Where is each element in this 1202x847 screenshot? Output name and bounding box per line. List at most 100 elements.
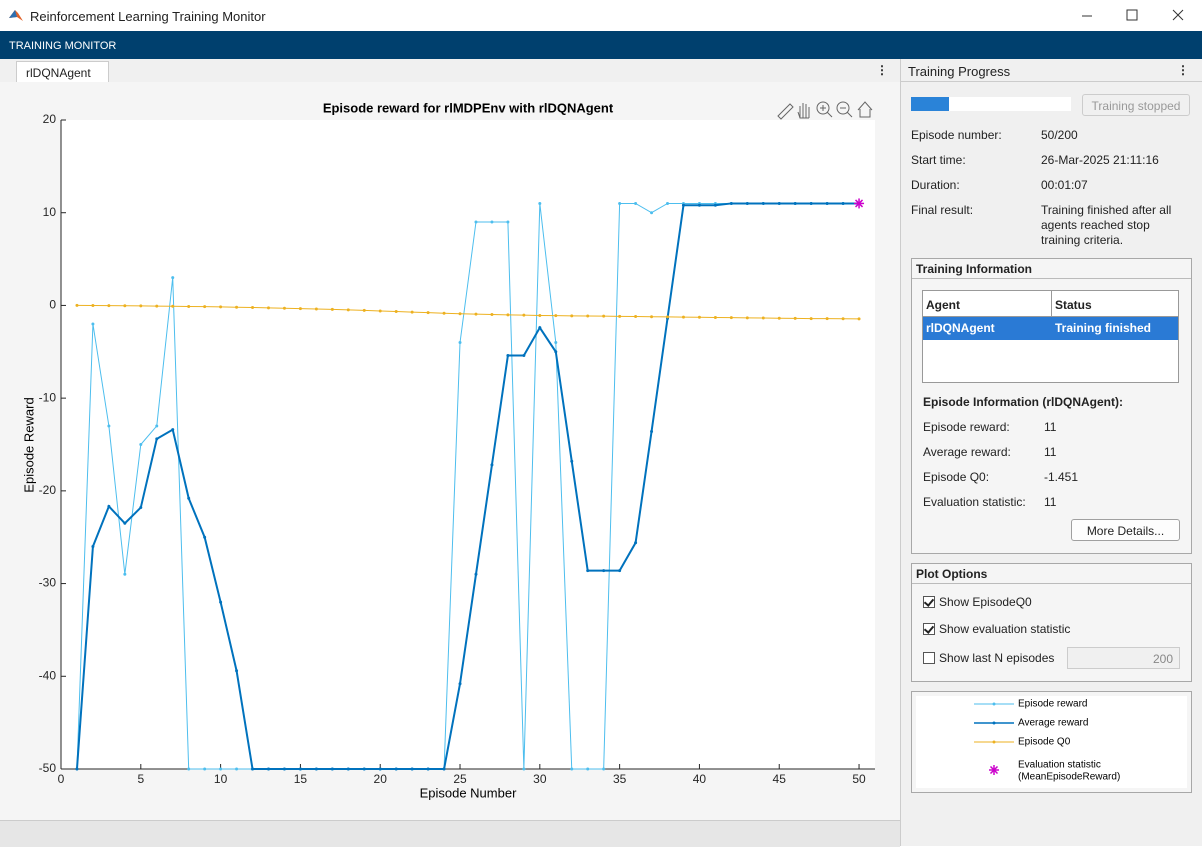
data-point [139,506,142,509]
data-point [730,316,733,319]
data-point [682,316,685,319]
brush-tool[interactable] [778,104,793,119]
section-title: Training Information [912,259,1191,279]
data-point [299,768,302,771]
table-row[interactable]: rlDQNAgent Training finished [923,317,1178,340]
data-point [427,311,430,314]
data-point [714,204,717,207]
plot-toolbar [778,102,872,119]
title-bar: Reinforcement Learning Training Monitor [0,0,1202,31]
plot-panel: Episode reward for rlMDPEnv with rlDQNAg… [0,82,900,820]
data-point [474,220,477,223]
option-label: Show evaluation statistic [939,622,1070,636]
toolstrip-label: TRAINING MONITOR [9,40,116,52]
data-point [538,202,541,205]
plot-area [61,120,875,769]
data-point [235,768,238,771]
data-point [762,202,765,205]
close-button[interactable] [1173,10,1183,20]
chart-title: Episode reward for rlMDPEnv with rlDQNAg… [323,100,614,115]
data-point [522,768,525,771]
data-point [91,545,94,548]
y-tick-label: -40 [39,668,57,682]
field-value: 11 [1044,445,1056,459]
data-point [778,317,781,320]
legend-label: Average reward [1018,718,1088,729]
data-point [395,768,398,771]
pan-tool[interactable] [798,103,809,118]
check-mark [924,623,934,634]
data-point [730,202,733,205]
data-point [794,317,797,320]
data-point [602,768,605,771]
training-info-box: Training Information Agent Status rlDQNA… [911,258,1192,554]
data-point [746,202,749,205]
asterisk-marker [989,765,999,775]
data-point [634,202,637,205]
data-point [698,204,701,207]
data-point [810,317,813,320]
y-tick-label: -30 [39,576,57,590]
asterisk-marker [854,198,864,208]
data-point [219,305,222,308]
data-point [267,306,270,309]
tab-menu[interactable]: ⋮ [876,63,888,77]
field-value: 11 [1044,495,1056,509]
data-point [395,310,398,313]
data-point [283,768,286,771]
data-point [474,573,477,576]
column-divider [1051,291,1052,316]
stop-button[interactable]: Training stopped [1082,94,1190,116]
data-point [826,202,829,205]
data-point [187,305,190,308]
tab[interactable]: rlDQNAgent [16,61,109,82]
data-point [522,354,525,357]
panel-menu[interactable]: ⋮ [1177,63,1189,77]
data-point [602,569,605,572]
checkbox[interactable] [923,623,935,635]
data-point [794,202,797,205]
data-point [810,202,813,205]
field-value: 50/200 [1041,128,1191,143]
data-point [842,317,845,320]
checkbox[interactable] [923,652,935,664]
data-point [379,768,382,771]
more-details-button[interactable]: More Details... [1071,519,1180,541]
data-point [427,768,430,771]
data-point [123,522,126,525]
check-mark [924,596,934,607]
divider [901,81,1202,82]
data-point [506,220,509,223]
data-point [570,314,573,317]
field-value: 11 [1044,420,1056,434]
data-point [155,437,158,440]
legend-box: Episode rewardAverage rewardEpisode Q0Ev… [911,691,1192,793]
field-label: Duration: [911,178,960,192]
data-point [411,311,414,314]
data-point [219,601,222,604]
data-point [698,316,701,319]
data-point [842,202,845,205]
y-tick-label: 10 [43,205,57,219]
last-n-input[interactable]: 200 [1067,647,1180,669]
data-point [634,541,637,544]
data-point [155,424,158,427]
agent-table: Agent Status rlDQNAgent Training finishe… [922,290,1179,383]
maximize-button[interactable] [1127,10,1137,20]
legend-swatch-marker [993,741,996,744]
tab-bar: rlDQNAgent ⋮ [0,59,900,83]
data-point [91,322,94,325]
data-point [666,315,669,318]
data-point [123,304,126,307]
data-point [586,314,589,317]
home-tool[interactable] [858,102,872,117]
legend: Episode rewardAverage rewardEpisode Q0Ev… [916,696,1187,788]
data-point [618,202,621,205]
toolstrip: TRAINING MONITOR [0,31,1202,59]
checkbox[interactable] [923,596,935,608]
x-tick-label: 50 [852,772,866,786]
y-tick-label: -50 [39,761,57,775]
data-point [506,313,509,316]
data-point [235,669,238,672]
data-point [75,304,78,307]
